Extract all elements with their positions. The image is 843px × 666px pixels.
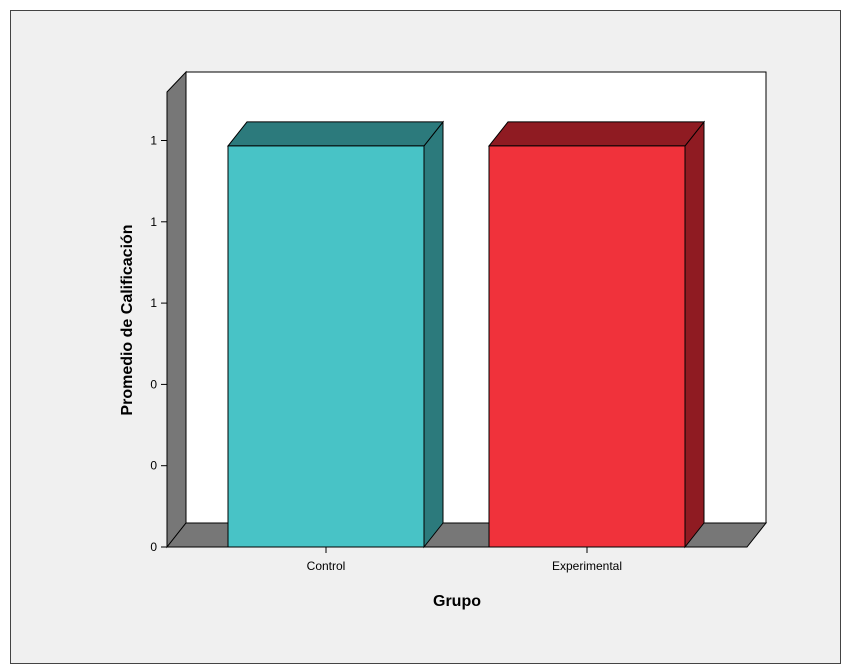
y-tick-label: 0 — [150, 540, 157, 554]
bar-control — [226, 120, 445, 549]
y-tick-label: 0 — [150, 459, 157, 473]
y-tick-label: 0 — [150, 377, 157, 391]
y-tick-label: 1 — [150, 296, 157, 310]
bar-experimental — [487, 120, 706, 549]
x-tick-label: Experimental — [552, 559, 622, 573]
bar-top-face — [487, 121, 706, 147]
side-wall — [166, 70, 187, 549]
x-ticks: Control Experimental — [307, 547, 622, 573]
bar-front-face — [488, 145, 686, 548]
bar-front-face — [227, 145, 425, 548]
y-ticks: 0 0 0 1 1 1 — [150, 134, 167, 554]
x-axis-title: Grupo — [433, 593, 481, 610]
bars — [226, 120, 706, 549]
y-axis-title: Promedio de Calificación — [119, 224, 136, 415]
y-tick-label: 1 — [150, 215, 157, 229]
bar-top-face — [226, 121, 445, 147]
bar-side-face — [684, 120, 705, 549]
y-tick-label: 1 — [150, 134, 157, 148]
x-tick-label: Control — [307, 559, 346, 573]
bar-side-face — [423, 120, 444, 549]
